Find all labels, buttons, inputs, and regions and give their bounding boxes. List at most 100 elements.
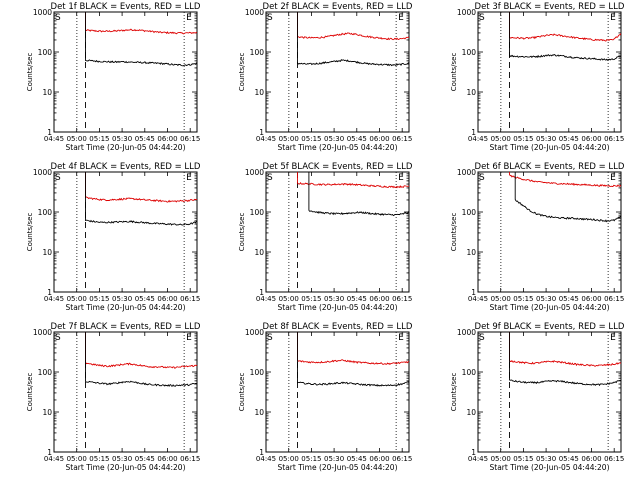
- x-tick-label: 05:00: [67, 455, 87, 463]
- x-tick-label: 06:00: [581, 135, 601, 143]
- y-tick-label: 1000: [245, 168, 264, 177]
- series-group: [509, 12, 621, 61]
- y-axis-label: Counts/sec: [26, 373, 34, 412]
- y-tick-label: 1000: [245, 8, 264, 17]
- y-tick-label: 100: [38, 368, 53, 377]
- x-tick-label: 05:15: [513, 455, 533, 463]
- panel-title: Det 7f BLACK = Events, RED = LLD: [51, 322, 201, 332]
- panel-det-7: Det 7f BLACK = Events, RED = LLD 1 10 100 10…: [26, 322, 201, 472]
- start-marker-label: S: [479, 173, 485, 183]
- panel-det-4: Det 4f BLACK = Events, RED = LLD 1 10 100 10…: [26, 162, 201, 312]
- x-tick-label: 05:45: [135, 135, 155, 143]
- panel-det-6: Det 6f BLACK = Events, RED = LLD 1 10 100 10…: [450, 162, 625, 312]
- end-marker-label: E: [398, 333, 404, 343]
- panel-title: Det 4f BLACK = Events, RED = LLD: [51, 162, 201, 172]
- lld-series-line: [297, 12, 409, 41]
- x-tick-label: 05:00: [67, 135, 87, 143]
- y-axis-label: Counts/sec: [450, 213, 458, 252]
- x-tick-label: 04:45: [468, 455, 488, 463]
- y-axis-label: Counts/sec: [26, 53, 34, 92]
- x-tick-label: 06:15: [180, 135, 200, 143]
- x-tick-label: 06:15: [180, 295, 200, 303]
- panel-title: Det 6f BLACK = Events, RED = LLD: [475, 162, 625, 172]
- plot-frame: [477, 331, 622, 453]
- y-tick-label: 10: [254, 408, 264, 417]
- x-axis-label: Start Time (20-Jun-05 04:44:20): [490, 143, 610, 152]
- events-series-line: [308, 172, 409, 217]
- plot-frame: [53, 171, 198, 293]
- y-axis-label: Counts/sec: [238, 53, 246, 92]
- x-axis-label: Start Time (20-Jun-05 04:44:20): [278, 463, 398, 472]
- x-tick-label: 04:45: [44, 135, 64, 143]
- y-tick-label: 1000: [457, 8, 476, 17]
- x-tick-label: 05:15: [301, 295, 321, 303]
- x-tick-label: 06:00: [581, 295, 601, 303]
- x-tick-label: 05:15: [301, 455, 321, 463]
- x-tick-label: 04:45: [468, 135, 488, 143]
- y-tick-label: 1: [47, 288, 52, 297]
- y-tick-label: 100: [38, 48, 53, 57]
- x-tick-label: 05:15: [301, 135, 321, 143]
- panel-title: Det 9f BLACK = Events, RED = LLD: [475, 322, 625, 332]
- y-tick-label: 100: [462, 208, 477, 217]
- series-group: [297, 332, 409, 387]
- start-marker-label: S: [267, 333, 273, 343]
- panel-det-3: Det 3f BLACK = Events, RED = LLD 1 10 100 10…: [450, 2, 625, 152]
- y-axis-label: Counts/sec: [450, 373, 458, 412]
- series-group: [85, 332, 197, 388]
- x-tick-label: 05:00: [279, 135, 299, 143]
- x-tick-label: 06:00: [157, 455, 177, 463]
- start-marker-label: S: [267, 173, 273, 183]
- plot-frame: [477, 11, 622, 133]
- plot-frame: [265, 171, 410, 293]
- events-series-line: [514, 172, 621, 223]
- events-series-line: [85, 12, 197, 67]
- x-tick-label: 04:45: [256, 135, 276, 143]
- x-tick-label: 05:30: [536, 455, 556, 463]
- x-tick-label: 06:00: [369, 455, 389, 463]
- y-tick-label: 1: [471, 288, 476, 297]
- plot-frame: [53, 11, 198, 133]
- y-tick-label: 10: [254, 248, 264, 257]
- x-tick-label: 06:15: [392, 455, 412, 463]
- x-tick-label: 05:15: [513, 135, 533, 143]
- x-tick-label: 05:00: [279, 295, 299, 303]
- lld-series-line: [509, 12, 621, 42]
- x-tick-label: 05:45: [347, 455, 367, 463]
- x-axis-label: Start Time (20-Jun-05 04:44:20): [278, 303, 398, 312]
- y-tick-label: 1000: [245, 328, 264, 337]
- lld-series-line: [85, 172, 197, 203]
- x-tick-label: 05:00: [279, 455, 299, 463]
- start-marker-label: S: [55, 173, 61, 183]
- x-tick-label: 06:15: [392, 295, 412, 303]
- series-group: [85, 172, 197, 226]
- x-tick-label: 06:00: [369, 295, 389, 303]
- panel-det-9: Det 9f BLACK = Events, RED = LLD 1 10 100 10…: [450, 322, 625, 472]
- y-tick-label: 100: [250, 48, 265, 57]
- start-marker-label: S: [55, 333, 61, 343]
- x-tick-label: 06:15: [180, 455, 200, 463]
- x-axis-label: Start Time (20-Jun-05 04:44:20): [278, 143, 398, 152]
- events-series-line: [85, 172, 197, 226]
- end-marker-label: E: [610, 13, 616, 23]
- lld-series-line: [85, 332, 197, 369]
- events-series-line: [509, 12, 621, 61]
- y-tick-label: 100: [250, 368, 265, 377]
- y-tick-label: 10: [466, 88, 476, 97]
- x-tick-label: 05:15: [89, 455, 109, 463]
- y-tick-label: 10: [42, 88, 52, 97]
- x-axis-label: Start Time (20-Jun-05 04:44:20): [490, 303, 610, 312]
- y-tick-label: 10: [466, 248, 476, 257]
- y-tick-label: 1000: [33, 328, 52, 337]
- end-marker-label: E: [610, 173, 616, 183]
- y-tick-label: 10: [42, 408, 52, 417]
- lld-series-line: [509, 332, 621, 367]
- y-axis-label: Counts/sec: [26, 213, 34, 252]
- x-tick-label: 05:45: [135, 455, 155, 463]
- y-tick-label: 1: [259, 288, 264, 297]
- x-tick-label: 06:00: [369, 135, 389, 143]
- x-tick-label: 05:30: [112, 295, 132, 303]
- y-tick-label: 1: [47, 128, 52, 137]
- y-tick-label: 1000: [33, 168, 52, 177]
